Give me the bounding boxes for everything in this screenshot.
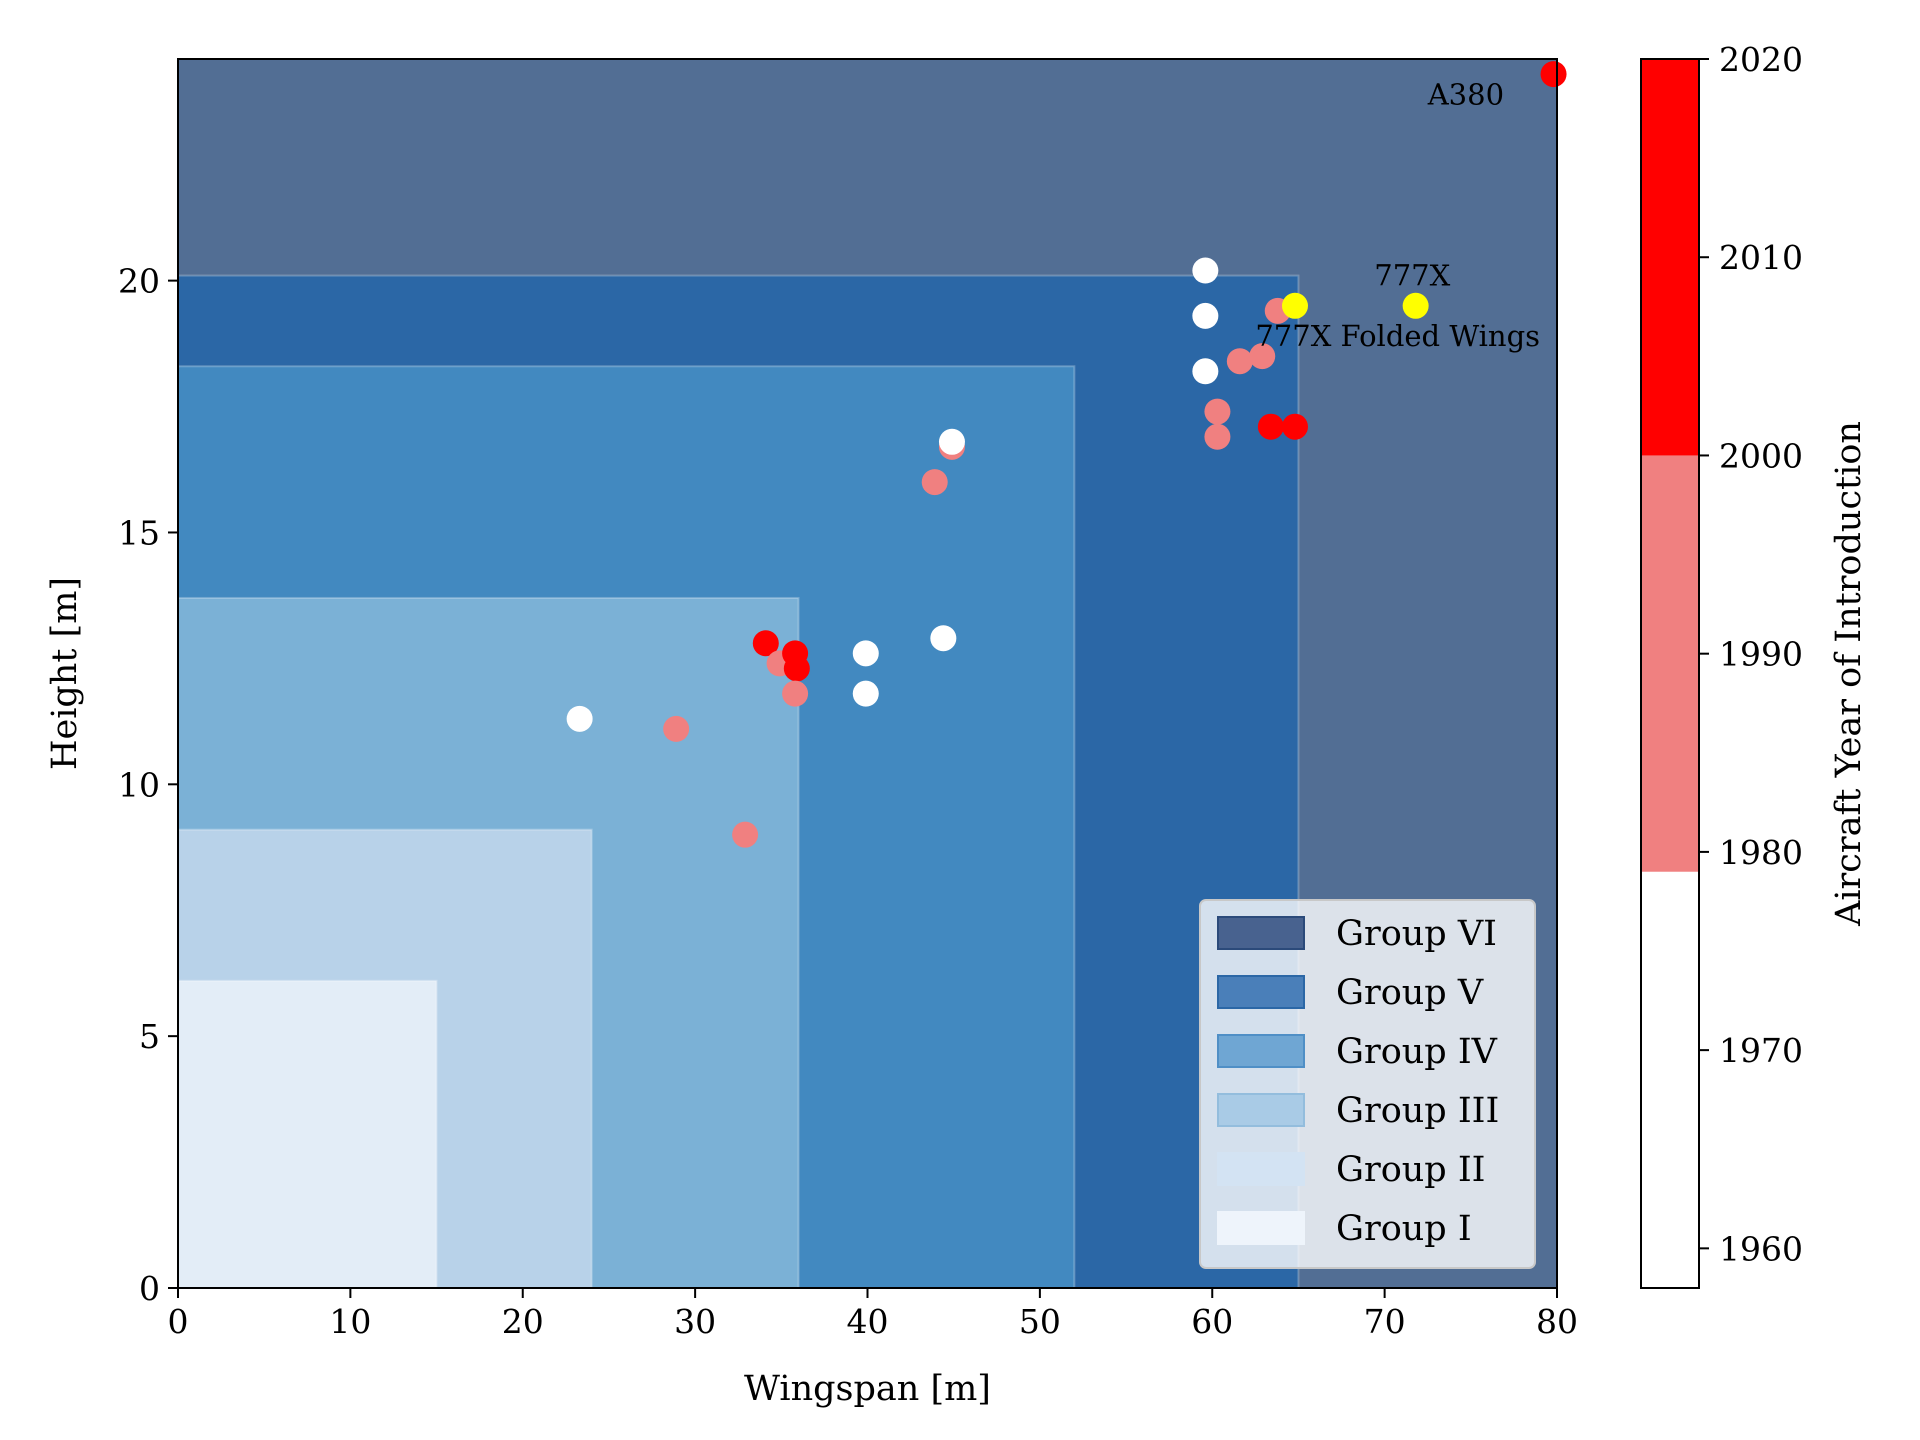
colorbar-tick-label: 1990 xyxy=(1719,635,1803,674)
y-axis-ticks: 0 5 10 15 20 xyxy=(118,262,178,1308)
point-annotations: A380 777X 777X Folded Wings xyxy=(1255,77,1540,353)
legend-entry-label: Group VI xyxy=(1336,914,1497,954)
legend-entry-label: Group I xyxy=(1336,1209,1472,1249)
y-tick-label: 0 xyxy=(139,1269,160,1308)
data-points xyxy=(566,61,1567,848)
colorbar-label: Aircraft Year of Introduction xyxy=(1829,421,1869,927)
x-axis-ticks: 0 10 20 30 40 50 60 70 80 xyxy=(168,1288,1578,1341)
data-point xyxy=(1540,61,1567,88)
data-point xyxy=(783,655,810,682)
data-point xyxy=(921,469,948,496)
data-point xyxy=(930,625,957,652)
data-point xyxy=(1281,413,1308,440)
y-tick-label: 5 xyxy=(139,1017,160,1056)
colorbar-tick-label: 2010 xyxy=(1719,238,1803,277)
x-tick-label: 40 xyxy=(847,1302,889,1341)
colorbar-tick-label: 2020 xyxy=(1719,40,1803,79)
data-point xyxy=(752,630,779,657)
legend: Group VI Group V Group IV Group III Group II… xyxy=(1199,899,1536,1269)
legend-swatch xyxy=(1217,975,1305,1009)
group-regions xyxy=(177,59,1557,1289)
data-point xyxy=(852,680,879,707)
y-tick-label: 20 xyxy=(118,262,160,301)
data-point xyxy=(1192,257,1219,284)
region-group-i xyxy=(177,979,438,1289)
data-point xyxy=(1226,348,1253,375)
x-tick-label: 80 xyxy=(1536,1302,1578,1341)
annotation-label: 777X xyxy=(1374,259,1450,293)
data-point xyxy=(1257,413,1284,440)
data-point xyxy=(1192,302,1219,329)
x-tick-label: 10 xyxy=(329,1302,371,1341)
x-tick-label: 60 xyxy=(1191,1302,1233,1341)
colorbar-band xyxy=(1641,455,1699,872)
legend-entry-label: Group III xyxy=(1336,1091,1499,1131)
y-axis-label: Height [m] xyxy=(45,577,85,770)
colorbar-tick-label: 1960 xyxy=(1719,1229,1803,1268)
colorbar-tick-label: 1980 xyxy=(1719,833,1803,872)
colorbar: 1960 1970 1980 1990 2000 2010 2020 xyxy=(1640,40,1803,1289)
data-point xyxy=(782,680,809,707)
x-tick-label: 20 xyxy=(502,1302,544,1341)
data-point xyxy=(732,821,759,848)
colorbar-tick-label: 2000 xyxy=(1719,436,1803,475)
legend-swatch xyxy=(1217,1034,1305,1068)
legend-entry-label: Group V xyxy=(1336,973,1484,1013)
colorbar-band xyxy=(1641,59,1699,456)
legend-swatch xyxy=(1217,1093,1305,1127)
legend-swatch xyxy=(1217,916,1305,950)
x-tick-label: 50 xyxy=(1019,1302,1061,1341)
data-point xyxy=(852,640,879,667)
x-tick-label: 70 xyxy=(1364,1302,1406,1341)
x-tick-label: 0 xyxy=(168,1302,189,1341)
y-tick-label: 10 xyxy=(118,765,160,804)
y-tick-label: 15 xyxy=(118,513,160,552)
legend-entry-label: Group IV xyxy=(1336,1032,1498,1072)
x-tick-label: 30 xyxy=(674,1302,716,1341)
x-axis-label: Wingspan [m] xyxy=(744,1369,991,1409)
colorbar-frame xyxy=(1640,58,1700,1289)
annotation-label: 777X Folded Wings xyxy=(1255,319,1540,353)
legend-swatch xyxy=(1217,1152,1305,1186)
data-point xyxy=(1204,423,1231,450)
data-point xyxy=(1402,292,1429,319)
annotation-label: A380 xyxy=(1427,77,1504,111)
legend-swatch xyxy=(1217,1211,1305,1245)
data-point xyxy=(1281,292,1308,319)
colorbar-band xyxy=(1641,871,1699,1288)
data-point xyxy=(938,428,965,455)
data-point xyxy=(663,715,690,742)
data-point xyxy=(566,705,593,732)
colorbar-tick-label: 1970 xyxy=(1719,1031,1803,1070)
data-point xyxy=(1249,343,1276,370)
data-point xyxy=(1192,358,1219,385)
legend-entry-label: Group II xyxy=(1336,1150,1486,1190)
data-point xyxy=(1204,398,1231,425)
